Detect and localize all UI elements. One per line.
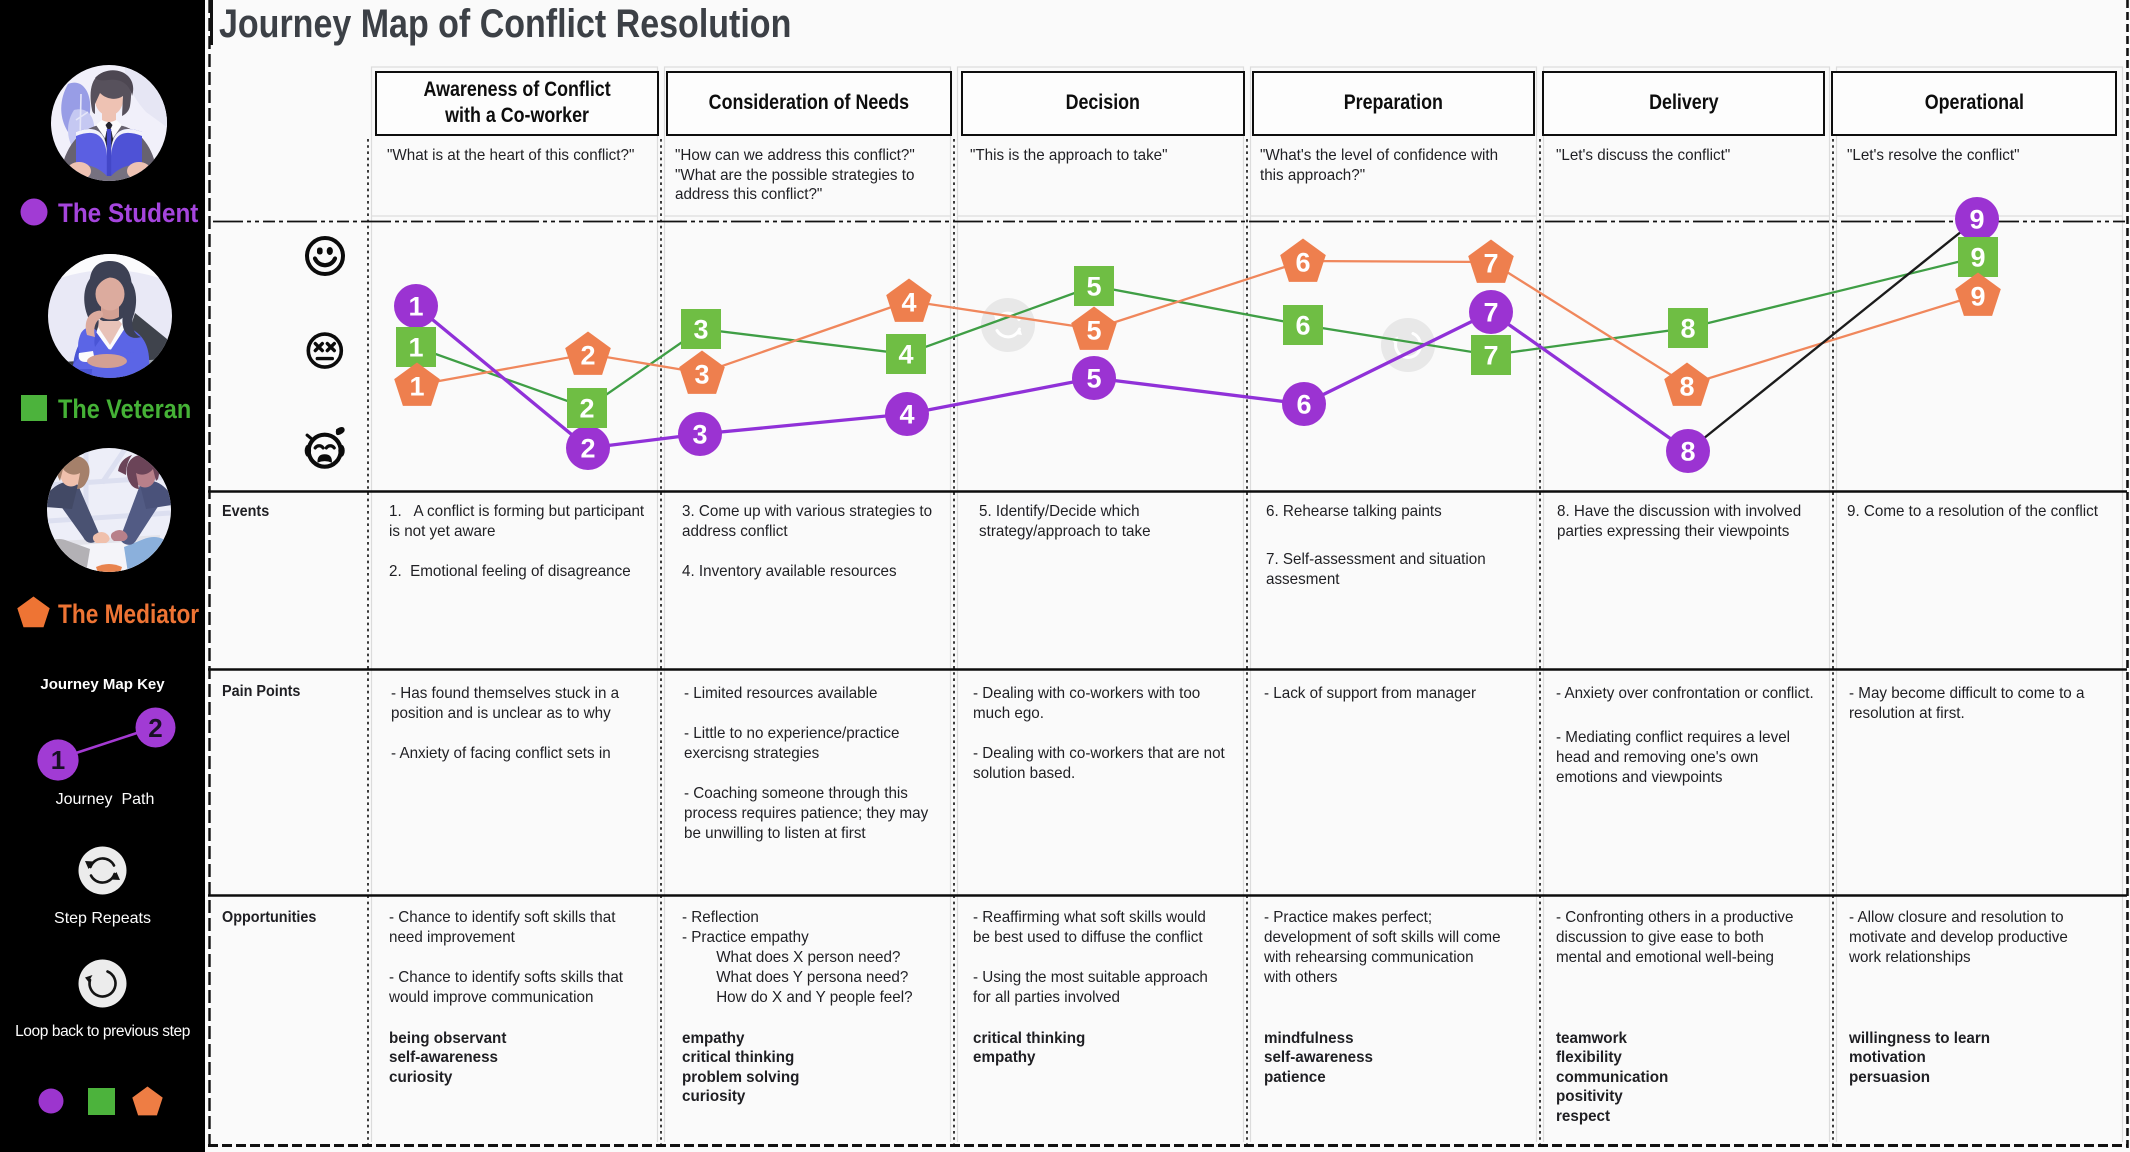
svg-text:9: 9: [1969, 205, 1984, 235]
svg-text:1: 1: [408, 333, 423, 363]
svg-text:7: 7: [1483, 298, 1498, 328]
svg-text:9: 9: [1970, 282, 1985, 312]
svg-text:2: 2: [579, 394, 594, 424]
svg-text:9: 9: [1970, 243, 1985, 273]
svg-text:5: 5: [1086, 364, 1101, 394]
svg-text:8: 8: [1679, 372, 1694, 402]
svg-text:6: 6: [1295, 248, 1310, 278]
svg-text:6: 6: [1295, 311, 1310, 341]
svg-text:2: 2: [580, 434, 595, 464]
svg-text:7: 7: [1483, 249, 1498, 279]
svg-text:6: 6: [1296, 390, 1311, 420]
svg-text:3: 3: [693, 315, 708, 345]
svg-text:1: 1: [409, 372, 424, 402]
svg-text:8: 8: [1680, 314, 1695, 344]
svg-text:4: 4: [898, 340, 913, 370]
svg-text:2: 2: [580, 341, 595, 371]
svg-text:3: 3: [692, 420, 707, 450]
svg-text:2: 2: [148, 713, 162, 743]
svg-text:1: 1: [51, 745, 65, 775]
svg-text:4: 4: [899, 400, 914, 430]
svg-text:3: 3: [694, 360, 709, 390]
svg-text:4: 4: [901, 288, 916, 318]
svg-text:5: 5: [1086, 316, 1101, 346]
svg-text:1: 1: [408, 292, 423, 322]
svg-text:7: 7: [1483, 341, 1498, 371]
svg-text:5: 5: [1086, 272, 1101, 302]
svg-text:8: 8: [1680, 437, 1695, 467]
